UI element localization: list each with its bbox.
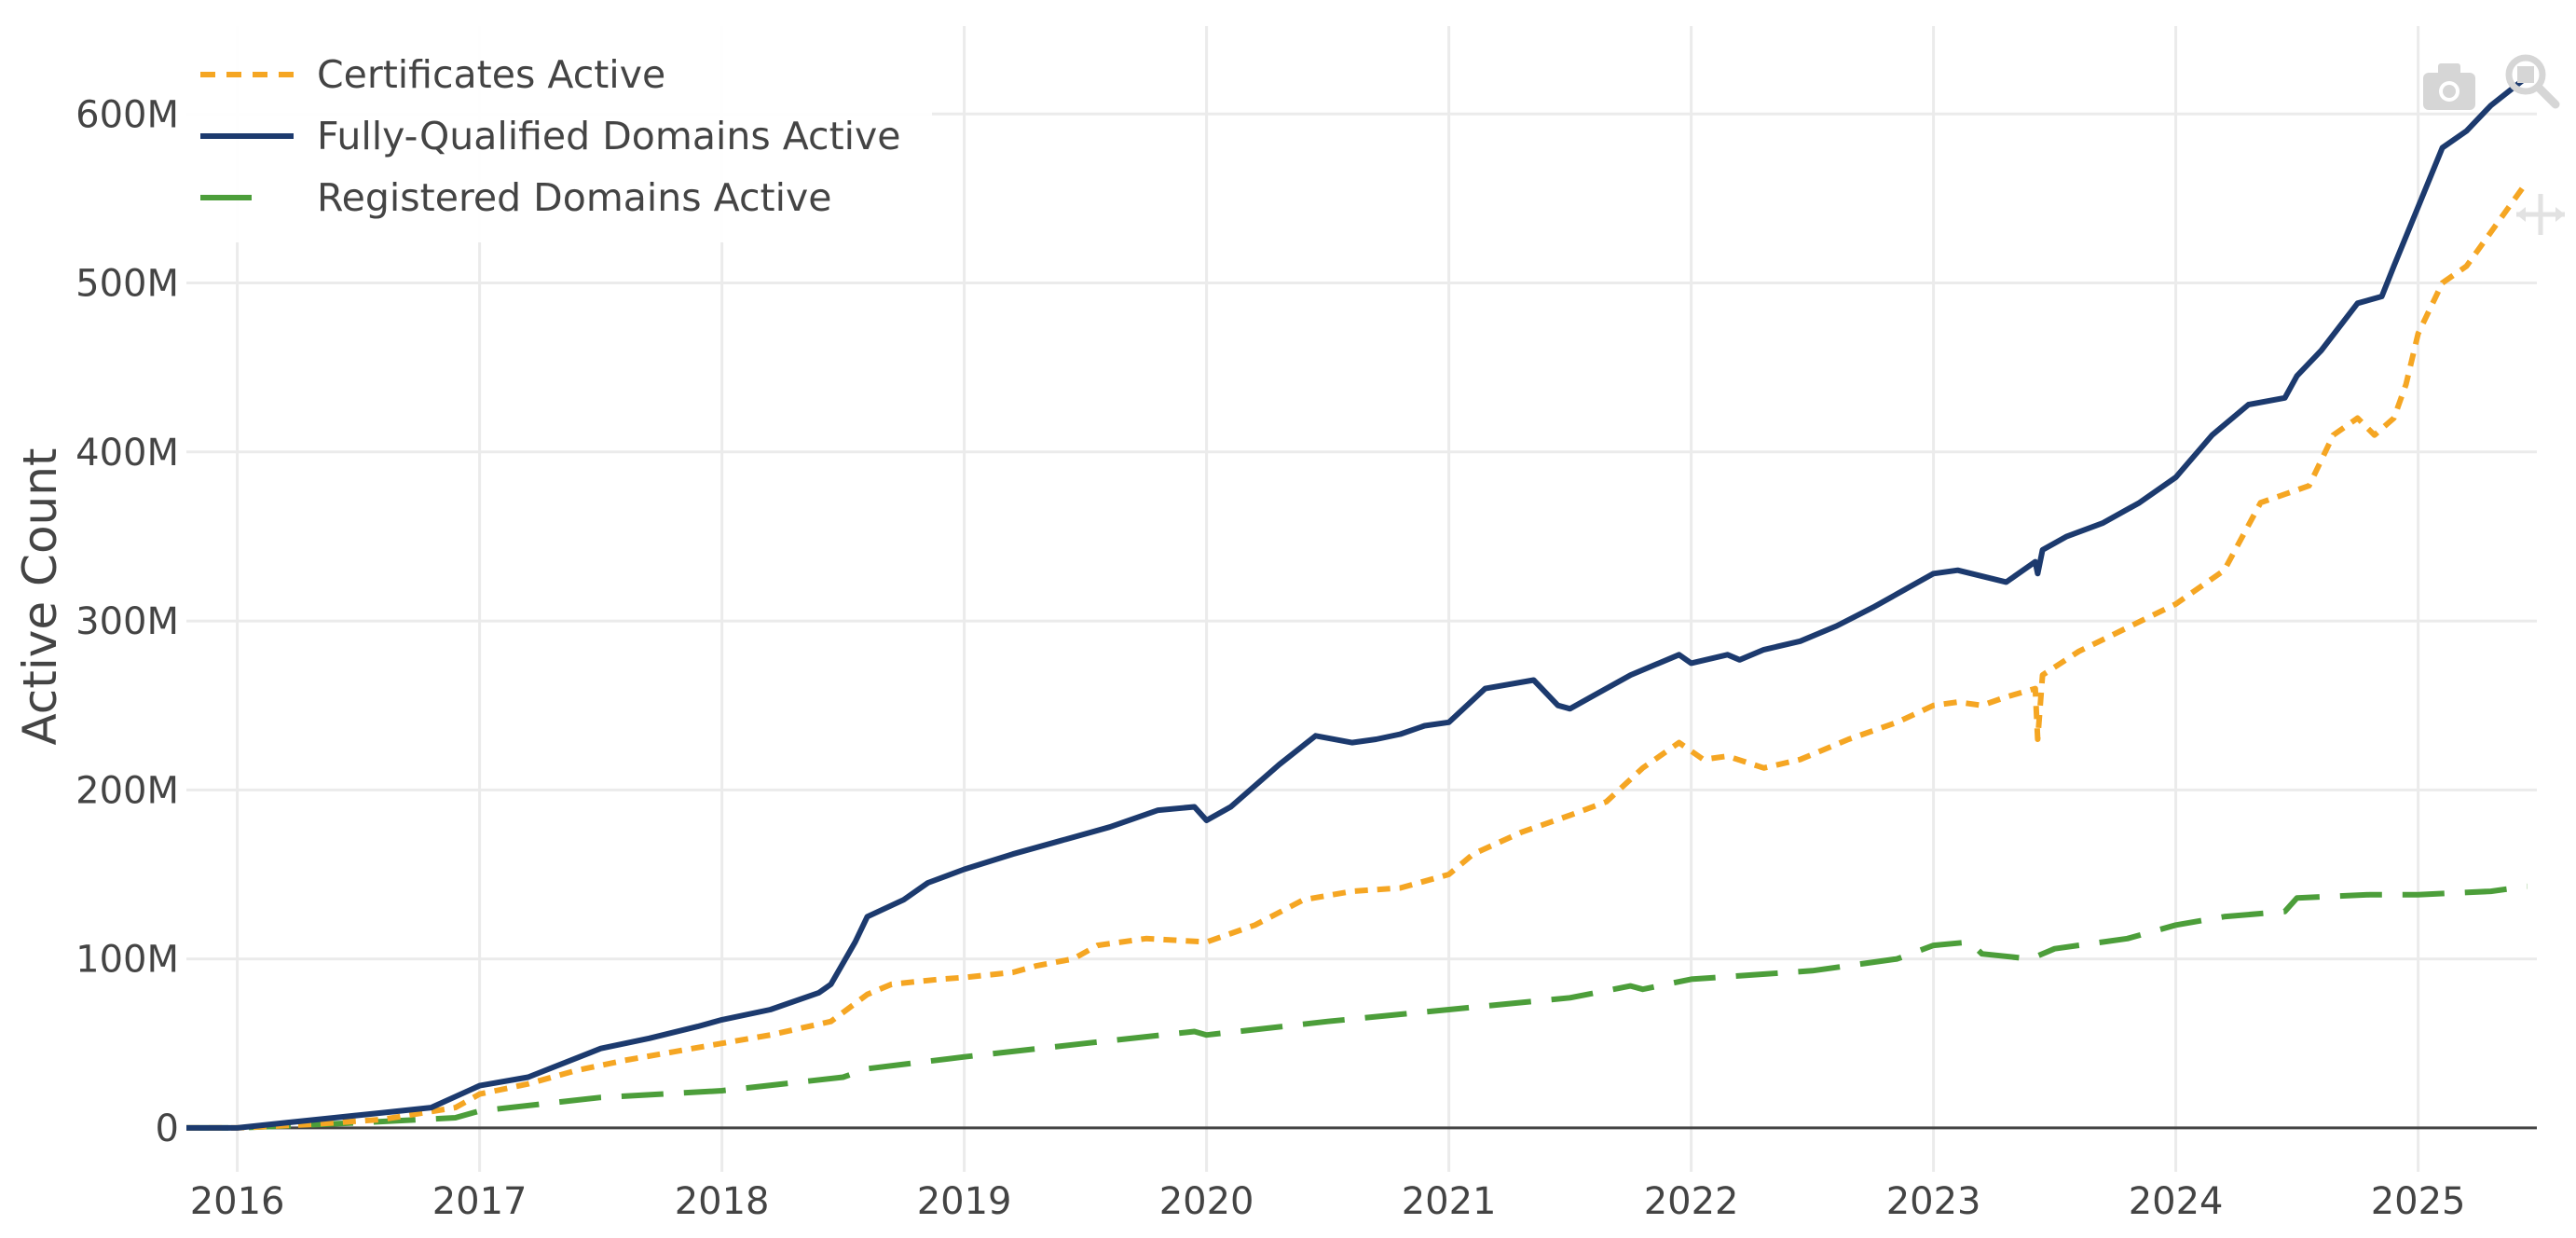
series-line-fully-qualified-domains-active[interactable] xyxy=(186,75,2529,1131)
x-tick-label: 2017 xyxy=(432,1180,528,1223)
legend[interactable]: Certificates Active Fully-Qualified Doma… xyxy=(186,23,932,242)
x-tick-label: 2022 xyxy=(1644,1180,1739,1223)
legend-item-certificates[interactable]: Certificates Active xyxy=(200,52,665,97)
camera-icon[interactable] xyxy=(2423,63,2475,110)
plot-area[interactable] xyxy=(186,75,2530,1131)
x-tick-label: 2016 xyxy=(190,1180,285,1223)
legend-background xyxy=(186,23,932,242)
x-tick-label: 2018 xyxy=(675,1180,770,1223)
y-tick-label: 500M xyxy=(75,263,179,306)
y-tick-label: 300M xyxy=(75,600,179,643)
y-axis-title: Active Count xyxy=(13,447,67,745)
y-tick-label: 200M xyxy=(75,769,179,812)
x-tick-label: 2020 xyxy=(1159,1180,1254,1223)
pan-icon[interactable] xyxy=(2516,194,2565,235)
x-tick-label: 2025 xyxy=(2371,1180,2466,1223)
legend-label-certificates: Certificates Active xyxy=(317,52,665,97)
x-tick-label: 2023 xyxy=(1886,1180,1981,1223)
y-tick-label: 100M xyxy=(75,939,179,982)
x-tick-label: 2021 xyxy=(1402,1180,1497,1223)
series-line-registered-domains-active[interactable] xyxy=(186,883,2528,1131)
series-line-certificates-active[interactable] xyxy=(186,180,2530,1131)
x-axis: 2016 2017 2018 2019 2020 2021 2022 2023 2024 2025 xyxy=(190,1180,2466,1223)
x-tick-label: 2019 xyxy=(917,1180,1012,1223)
zoom-icon[interactable] xyxy=(2505,54,2560,109)
legend-label-fqdn: Fully-Qualified Domains Active xyxy=(317,114,901,158)
y-tick-label: 600M xyxy=(75,93,179,136)
legend-item-registered[interactable]: Registered Domains Active xyxy=(200,175,832,220)
y-axis: 0 100M 200M 300M 400M 500M 600M xyxy=(75,93,179,1150)
x-tick-label: 2024 xyxy=(2129,1180,2224,1223)
y-tick-label: 0 xyxy=(156,1107,179,1150)
legend-label-registered: Registered Domains Active xyxy=(317,175,832,220)
y-tick-label: 400M xyxy=(75,432,179,475)
legend-item-fqdn[interactable]: Fully-Qualified Domains Active xyxy=(200,114,901,158)
